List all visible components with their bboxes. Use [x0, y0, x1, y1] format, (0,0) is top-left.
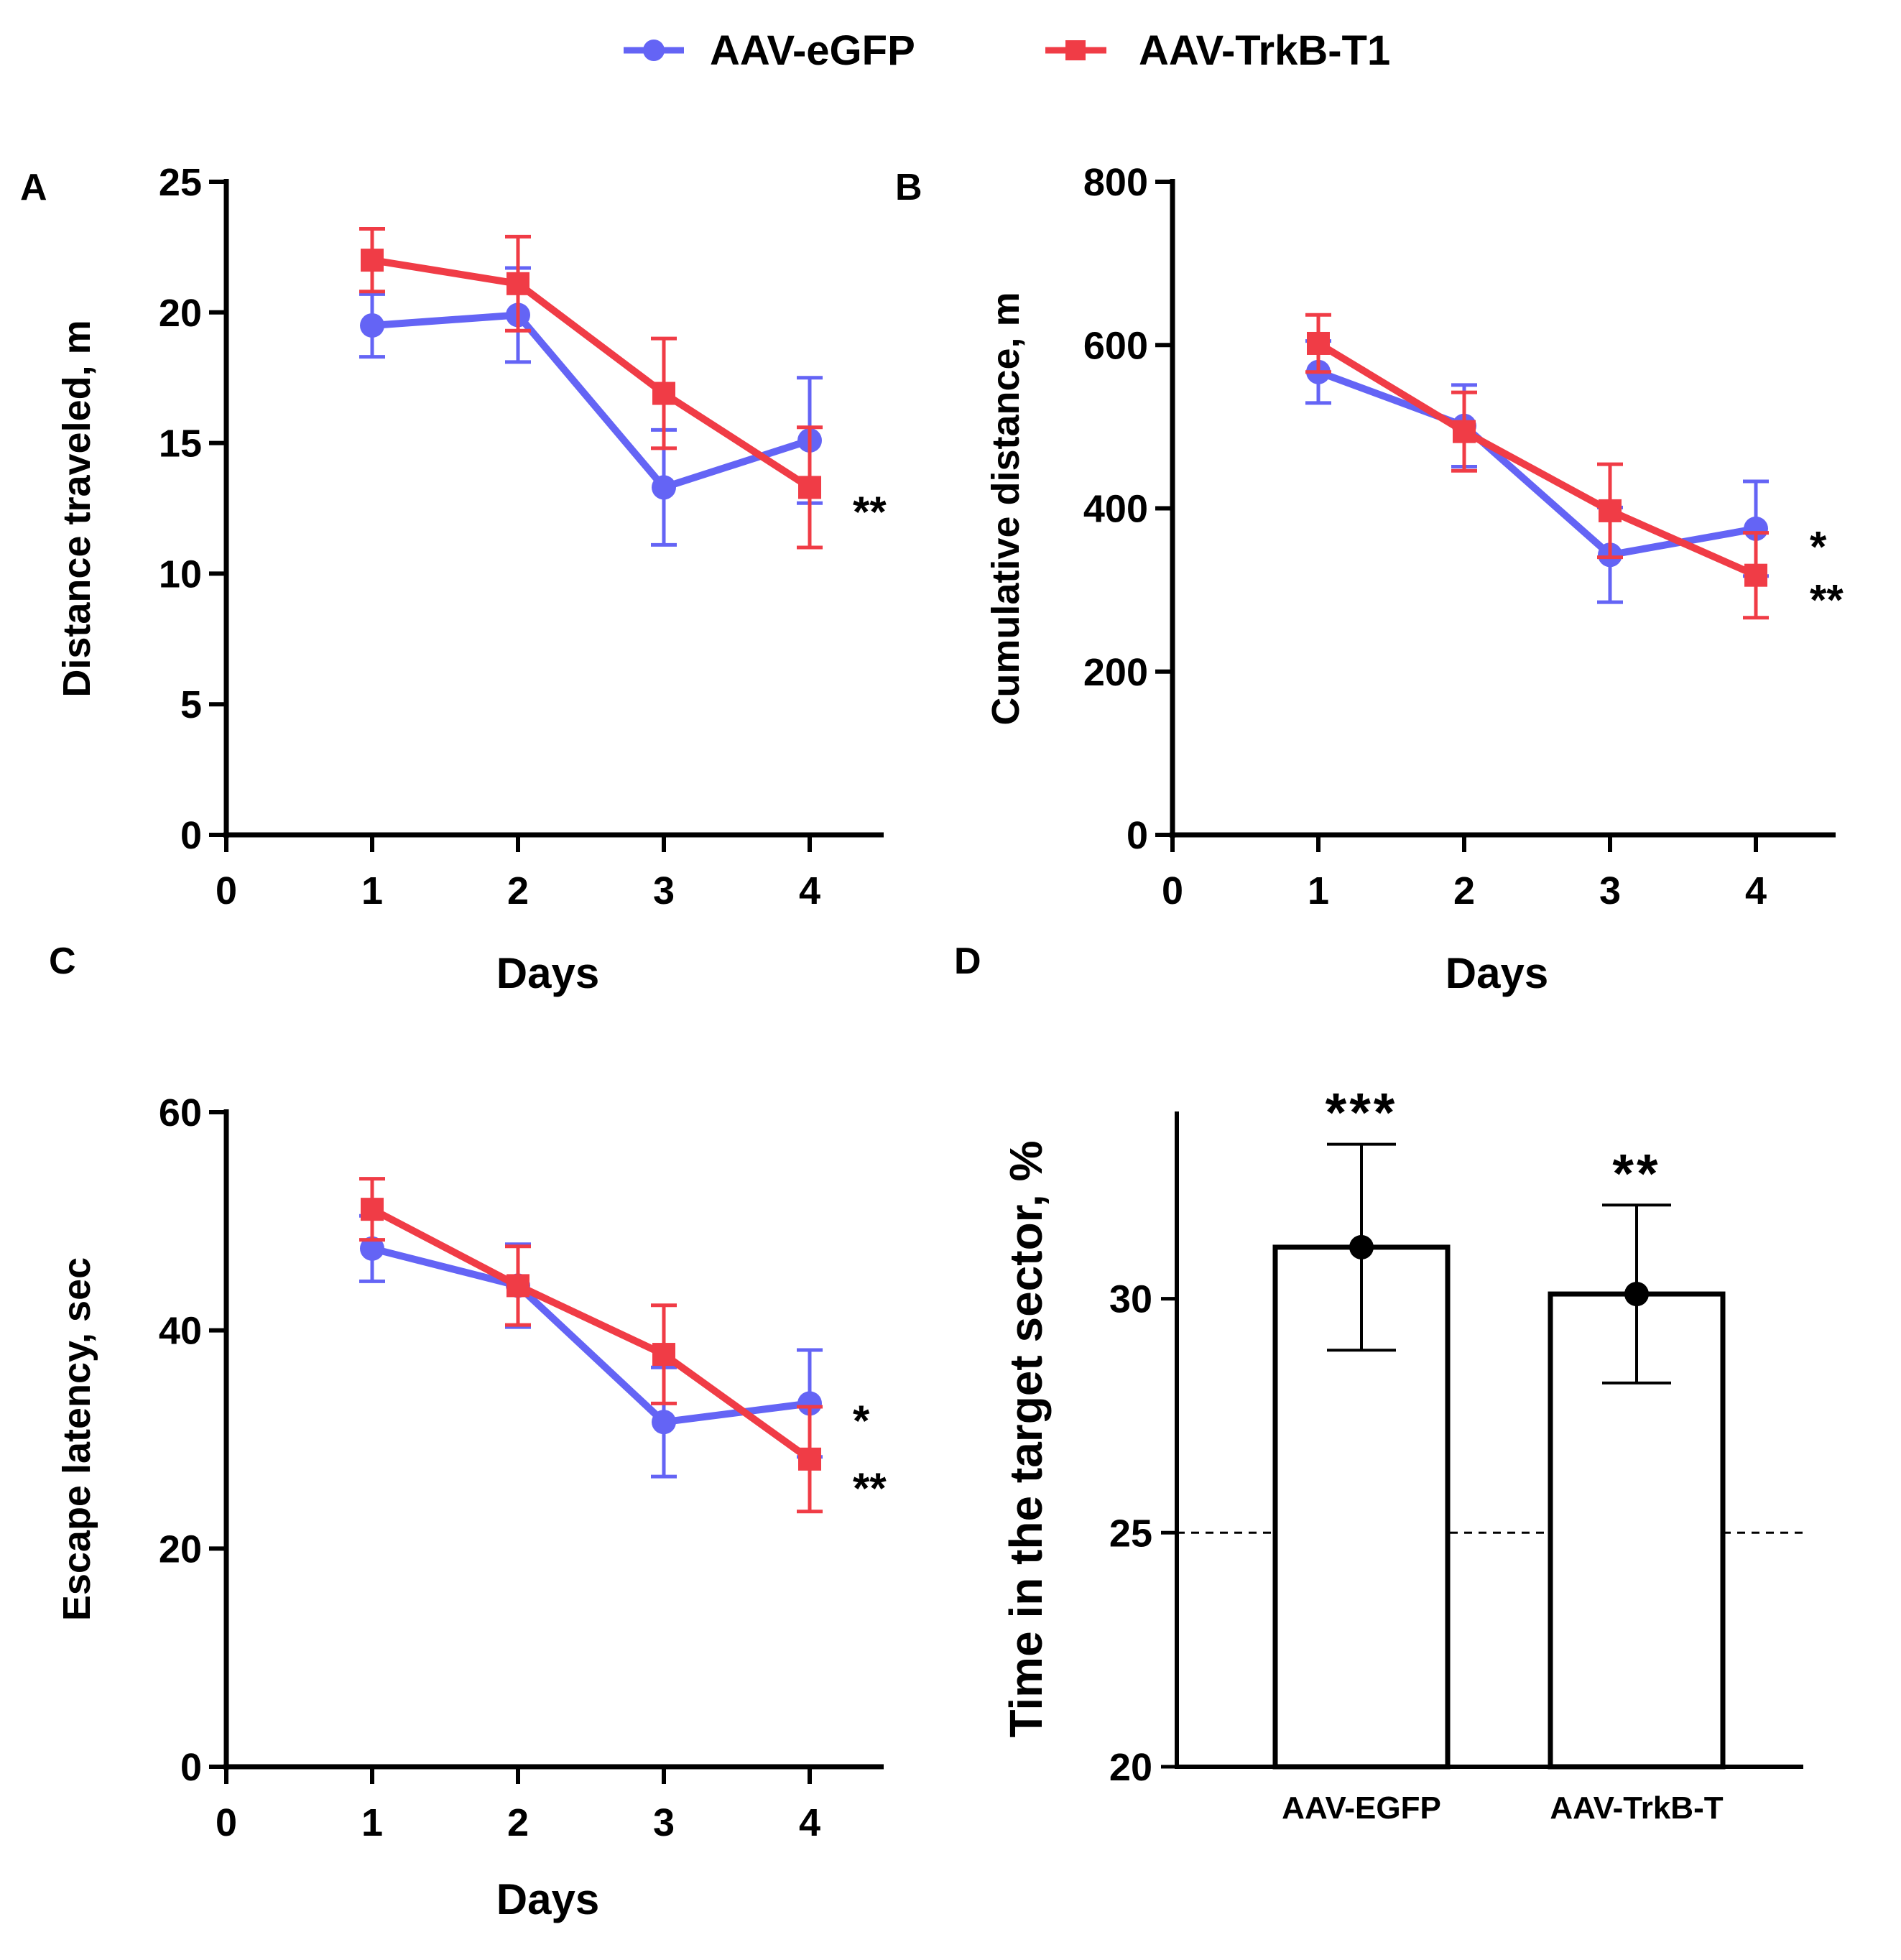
- data-point: [798, 1447, 821, 1471]
- y-tick-label: 40: [159, 1310, 202, 1353]
- legend-egfp-marker: [643, 40, 665, 61]
- data-point: [798, 476, 821, 499]
- y-tick-label: 30: [1109, 1278, 1152, 1321]
- x-category-label: AAV-TrkB-T: [1550, 1790, 1723, 1826]
- panel-b-chart: 0 200 400 600 800 0 1 2 3 4 Days Cumulative distanc…: [984, 161, 1844, 997]
- significance-marker: ***: [1326, 1083, 1398, 1144]
- data-point: [1349, 1234, 1374, 1259]
- significance-marker: **: [1810, 575, 1844, 624]
- legend-trkb-marker: [1065, 40, 1086, 60]
- y-tick-label: 25: [159, 161, 202, 204]
- y-tick-label: 25: [1109, 1512, 1152, 1555]
- x-tick-label: 2: [1453, 869, 1475, 912]
- series-trkb: [359, 1177, 823, 1514]
- x-tick-label: 2: [507, 1801, 529, 1844]
- data-point: [652, 475, 676, 500]
- x-axis-label: Days: [496, 949, 599, 997]
- data-point: [797, 1391, 822, 1416]
- y-tick-label: 15: [159, 422, 202, 466]
- y-axis-label: Distance traveled, m: [55, 320, 98, 697]
- x-tick-label: 4: [799, 1801, 820, 1844]
- y-axis-label: Escape latency, sec: [55, 1257, 98, 1621]
- significance-marker: **: [1612, 1143, 1660, 1204]
- panel-label-d: D: [954, 940, 981, 982]
- y-tick-label: 400: [1083, 488, 1148, 531]
- x-tick-label: 4: [1745, 869, 1767, 912]
- data-point: [507, 272, 529, 295]
- data-point: [361, 249, 384, 272]
- y-axis-label: Cumulative distance, m: [984, 292, 1027, 725]
- y-tick-label: 60: [159, 1091, 202, 1134]
- x-axis-label: Days: [1446, 949, 1548, 997]
- significance-marker: **: [853, 1464, 887, 1512]
- data-point: [507, 1274, 529, 1298]
- series-line: [1316, 340, 1758, 579]
- y-axis-label: Time in the target sector, %: [1000, 1140, 1052, 1737]
- x-axis-label: Days: [496, 1875, 599, 1923]
- y-tick-label: 200: [1083, 651, 1148, 694]
- significance-marker: *: [853, 1397, 870, 1445]
- x-tick-label: 3: [653, 869, 675, 912]
- x-tick-label: 1: [1308, 869, 1329, 912]
- panel-label-c: C: [49, 940, 76, 982]
- y-tick-label: 20: [159, 1527, 202, 1571]
- data-point: [652, 382, 675, 405]
- series-line: [370, 1206, 812, 1462]
- data-point: [1453, 420, 1476, 443]
- significance-marker: **: [853, 488, 887, 536]
- series-trkb: [1305, 313, 1769, 620]
- panel-d-chart: 20 25 30 *** AAV-EGFP ** AAV-TrkB-T Time in the…: [1000, 1083, 1803, 1826]
- x-tick-label: 1: [361, 1801, 383, 1844]
- series-egfp: [359, 266, 823, 547]
- significance-marker: *: [1810, 523, 1827, 571]
- y-tick-label: 10: [159, 553, 202, 596]
- legend-item-trkb: AAV-TrkB-T1: [1045, 27, 1390, 74]
- y-tick-label: 600: [1083, 324, 1148, 367]
- data-point: [1599, 499, 1622, 522]
- data-point: [1744, 563, 1767, 587]
- data-point: [361, 1198, 384, 1221]
- x-tick-label: 0: [216, 869, 237, 912]
- y-tick-label: 0: [180, 1746, 202, 1789]
- data-point: [652, 1343, 675, 1367]
- x-category-label: AAV-EGFP: [1282, 1790, 1441, 1826]
- y-tick-label: 800: [1083, 161, 1148, 204]
- x-tick-label: 4: [799, 869, 820, 912]
- y-tick-label: 0: [1127, 814, 1148, 857]
- x-tick-label: 0: [1162, 869, 1183, 912]
- y-tick-label: 0: [180, 814, 202, 857]
- panel-label-b: B: [895, 167, 922, 208]
- x-tick-label: 2: [507, 869, 529, 912]
- data-point: [360, 1236, 384, 1261]
- x-tick-label: 0: [216, 1801, 237, 1844]
- legend-trkb-label: AAV-TrkB-T1: [1139, 27, 1390, 74]
- legend: AAV-eGFP AAV-TrkB-T1: [624, 27, 1390, 74]
- series-line: [371, 311, 811, 491]
- legend-egfp-label: AAV-eGFP: [710, 27, 915, 74]
- x-tick-label: 3: [653, 1801, 675, 1844]
- data-point: [1744, 516, 1768, 541]
- x-tick-label: 1: [361, 869, 383, 912]
- y-tick-label: 5: [180, 683, 202, 726]
- series-line: [371, 1244, 810, 1426]
- data-point: [1307, 331, 1330, 355]
- panel-label-a: A: [20, 167, 47, 208]
- data-point: [652, 1410, 676, 1435]
- x-tick-label: 3: [1599, 869, 1621, 912]
- series-line: [371, 256, 812, 491]
- y-tick-label: 20: [159, 292, 202, 335]
- data-point: [360, 313, 384, 338]
- legend-item-egfp: AAV-eGFP: [624, 27, 915, 74]
- panel-a-chart: 0 5 10 15 20 25 0 1 2 3 4 Days Distance traveled, m *…: [55, 161, 887, 997]
- y-tick-label: 20: [1109, 1746, 1152, 1789]
- data-point: [1624, 1282, 1649, 1307]
- series-trkb: [359, 226, 823, 550]
